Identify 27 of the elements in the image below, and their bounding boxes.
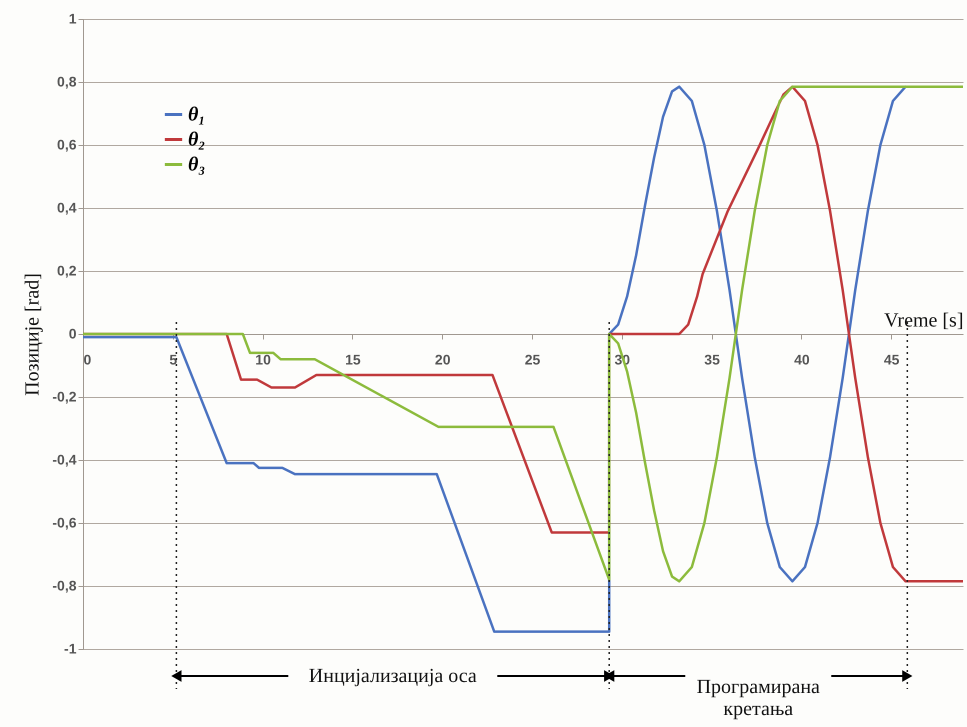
y-tick-label: 0,2 — [57, 262, 77, 278]
text: Програмирана кретања — [696, 676, 820, 720]
x-tick-label: 35 — [704, 352, 720, 368]
y-axis-title: Позиције [rad] — [21, 273, 44, 396]
y-tick-label: 1 — [68, 10, 77, 26]
x-tick-label: 25 — [524, 352, 540, 368]
legend-label: θ₁ — [188, 104, 206, 126]
y-tick-label: 0,4 — [57, 200, 77, 216]
y-tick-label: 0,8 — [57, 74, 77, 90]
y-tick-label: -0,2 — [52, 388, 77, 404]
x-tick-label: 10 — [255, 352, 272, 368]
y-tick-label: -0,6 — [52, 514, 77, 530]
legend-label: θ₂ — [188, 128, 206, 150]
x-axis-title: Vreme [s] — [884, 310, 964, 332]
x-tick-label: 20 — [434, 352, 451, 368]
legend-label: θ₃ — [188, 154, 206, 176]
y-tick-label: 0,6 — [57, 136, 77, 152]
y-tick-label: -1 — [64, 640, 77, 656]
y-tick-label: 0 — [68, 326, 77, 342]
x-tick-label: 0 — [84, 352, 92, 368]
y-tick-label: -0,4 — [52, 452, 77, 468]
text: Инцијализација оса — [308, 665, 477, 687]
x-tick-label: 45 — [884, 352, 900, 368]
x-tick-label: 40 — [794, 352, 810, 368]
x-tick-label: 15 — [345, 352, 361, 368]
x-tick-label: 5 — [169, 352, 178, 368]
y-tick-label: -0,8 — [52, 578, 77, 594]
